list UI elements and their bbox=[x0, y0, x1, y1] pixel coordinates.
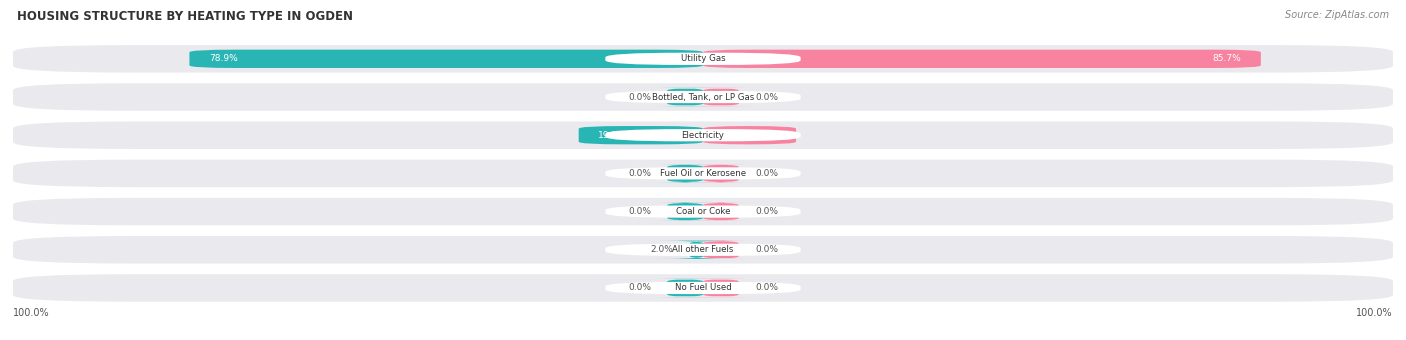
FancyBboxPatch shape bbox=[658, 202, 713, 221]
Text: Coal or Coke: Coal or Coke bbox=[676, 207, 730, 216]
Text: 0.0%: 0.0% bbox=[628, 207, 651, 216]
Text: 100.0%: 100.0% bbox=[1357, 308, 1393, 318]
Text: 100.0%: 100.0% bbox=[13, 308, 49, 318]
Text: Fuel Oil or Kerosene: Fuel Oil or Kerosene bbox=[659, 169, 747, 178]
FancyBboxPatch shape bbox=[658, 88, 713, 106]
Text: 0.0%: 0.0% bbox=[628, 169, 651, 178]
Text: 0.0%: 0.0% bbox=[755, 284, 778, 292]
FancyBboxPatch shape bbox=[693, 241, 748, 259]
FancyBboxPatch shape bbox=[606, 129, 800, 141]
FancyBboxPatch shape bbox=[13, 160, 1393, 187]
FancyBboxPatch shape bbox=[693, 279, 748, 297]
Text: 0.0%: 0.0% bbox=[628, 92, 651, 102]
Text: 14.3%: 14.3% bbox=[748, 131, 776, 140]
FancyBboxPatch shape bbox=[13, 274, 1393, 302]
FancyBboxPatch shape bbox=[13, 45, 1393, 72]
Text: 78.9%: 78.9% bbox=[209, 54, 238, 63]
FancyBboxPatch shape bbox=[190, 50, 703, 68]
Text: Electricity: Electricity bbox=[682, 131, 724, 140]
Text: Utility Gas: Utility Gas bbox=[681, 54, 725, 63]
FancyBboxPatch shape bbox=[606, 91, 800, 103]
FancyBboxPatch shape bbox=[693, 202, 748, 221]
FancyBboxPatch shape bbox=[693, 88, 748, 106]
Text: 0.0%: 0.0% bbox=[755, 207, 778, 216]
Text: Source: ZipAtlas.com: Source: ZipAtlas.com bbox=[1285, 10, 1389, 20]
Text: 85.7%: 85.7% bbox=[1212, 54, 1241, 63]
FancyBboxPatch shape bbox=[13, 83, 1393, 111]
FancyBboxPatch shape bbox=[13, 198, 1393, 225]
FancyBboxPatch shape bbox=[658, 279, 713, 297]
FancyBboxPatch shape bbox=[658, 241, 735, 259]
FancyBboxPatch shape bbox=[579, 126, 703, 144]
FancyBboxPatch shape bbox=[606, 205, 800, 218]
Text: No Fuel Used: No Fuel Used bbox=[675, 284, 731, 292]
Text: 0.0%: 0.0% bbox=[755, 245, 778, 254]
FancyBboxPatch shape bbox=[606, 282, 800, 294]
Text: 19.1%: 19.1% bbox=[598, 131, 627, 140]
FancyBboxPatch shape bbox=[703, 50, 1261, 68]
Legend: Owner-occupied, Renter-occupied: Owner-occupied, Renter-occupied bbox=[591, 339, 815, 340]
Text: All other Fuels: All other Fuels bbox=[672, 245, 734, 254]
Text: 2.0%: 2.0% bbox=[651, 245, 673, 254]
Text: HOUSING STRUCTURE BY HEATING TYPE IN OGDEN: HOUSING STRUCTURE BY HEATING TYPE IN OGD… bbox=[17, 10, 353, 23]
FancyBboxPatch shape bbox=[606, 244, 800, 256]
Text: Bottled, Tank, or LP Gas: Bottled, Tank, or LP Gas bbox=[652, 92, 754, 102]
FancyBboxPatch shape bbox=[13, 236, 1393, 264]
Text: 0.0%: 0.0% bbox=[755, 92, 778, 102]
FancyBboxPatch shape bbox=[703, 126, 796, 144]
FancyBboxPatch shape bbox=[606, 167, 800, 180]
FancyBboxPatch shape bbox=[658, 164, 713, 183]
Text: 0.0%: 0.0% bbox=[628, 284, 651, 292]
FancyBboxPatch shape bbox=[606, 53, 800, 65]
Text: 0.0%: 0.0% bbox=[755, 169, 778, 178]
FancyBboxPatch shape bbox=[13, 121, 1393, 149]
FancyBboxPatch shape bbox=[693, 164, 748, 183]
